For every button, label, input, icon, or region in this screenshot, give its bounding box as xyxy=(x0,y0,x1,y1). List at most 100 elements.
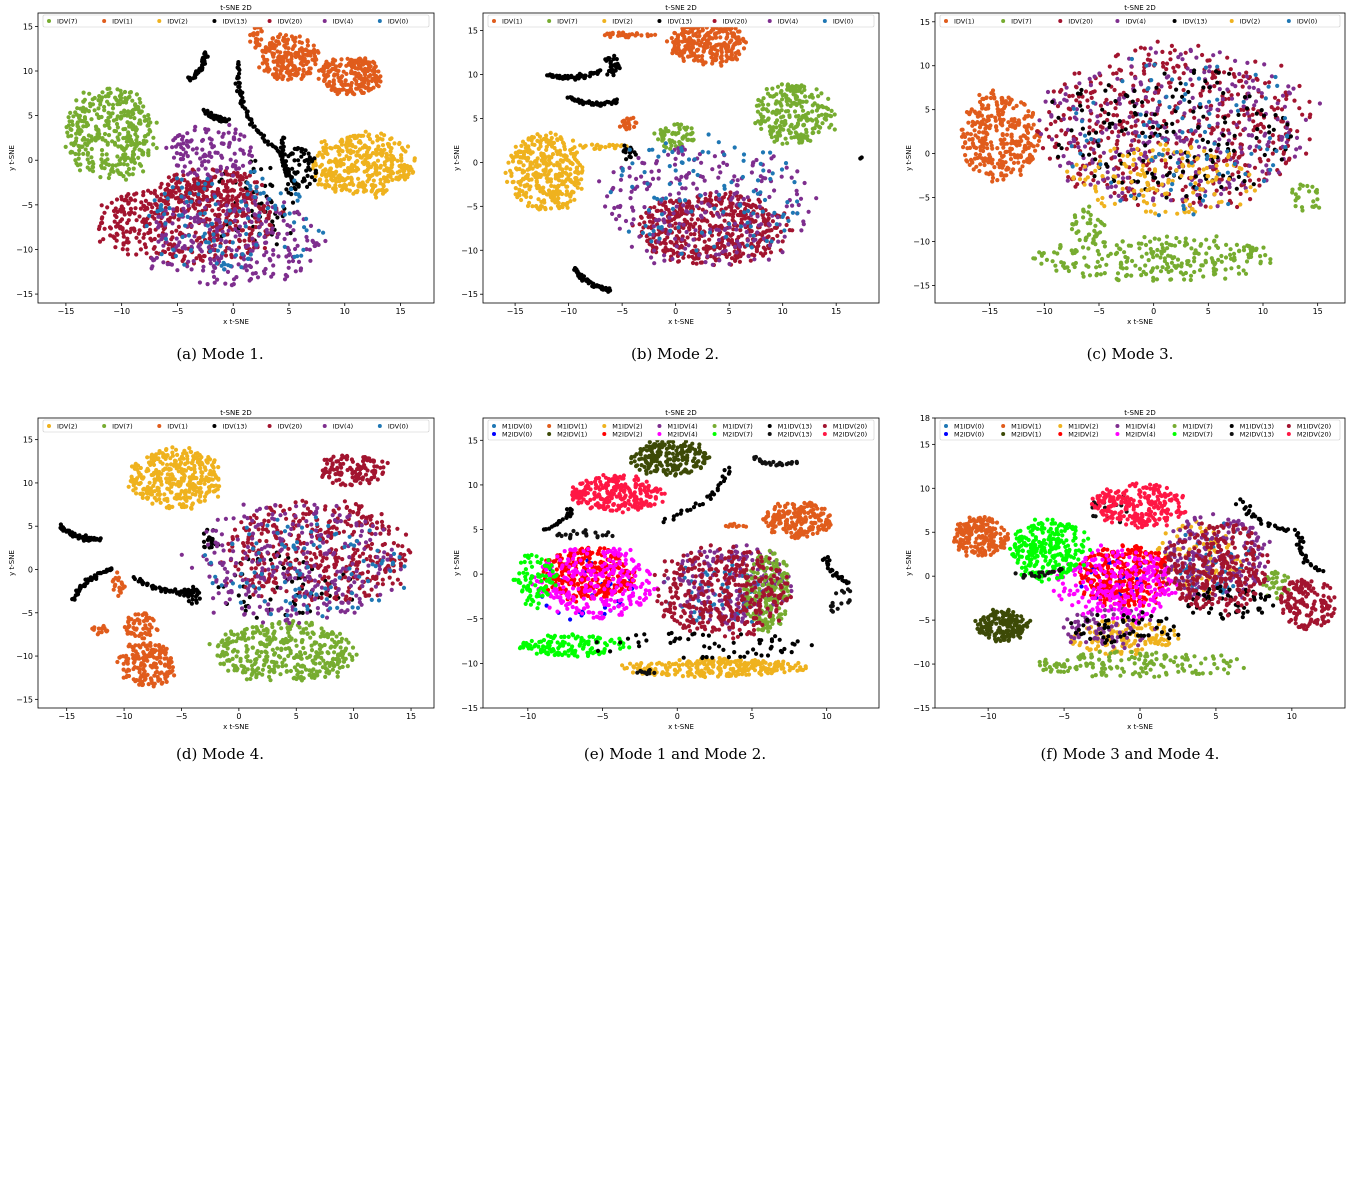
data-point xyxy=(108,233,112,237)
data-point xyxy=(233,164,237,168)
data-point xyxy=(140,220,144,224)
data-point xyxy=(624,157,628,161)
data-point xyxy=(521,140,525,144)
data-point xyxy=(138,240,142,244)
data-point xyxy=(255,185,259,189)
data-point xyxy=(203,206,207,210)
panel-caption: (b) Mode 2. xyxy=(455,345,895,363)
data-point xyxy=(138,97,142,101)
data-point xyxy=(307,152,311,156)
data-point xyxy=(700,58,704,62)
data-point xyxy=(257,214,261,218)
data-point xyxy=(677,222,681,226)
y-tick-label: 5 xyxy=(473,114,478,123)
data-point xyxy=(326,172,330,176)
data-point xyxy=(724,54,728,58)
data-point xyxy=(284,46,288,50)
data-point xyxy=(270,219,274,223)
y-tick-label: 10 xyxy=(468,71,478,80)
data-point xyxy=(112,209,116,213)
data-point xyxy=(132,157,136,161)
data-point xyxy=(717,140,721,144)
data-point xyxy=(345,148,349,152)
data-point xyxy=(82,136,86,140)
data-point xyxy=(161,199,165,203)
data-point xyxy=(323,239,327,243)
data-point xyxy=(332,72,336,76)
data-point xyxy=(234,234,238,238)
data-point xyxy=(645,182,649,186)
data-point xyxy=(275,235,279,239)
data-point xyxy=(217,218,221,222)
data-point xyxy=(113,220,117,224)
data-point xyxy=(715,242,719,246)
data-point xyxy=(175,185,179,189)
data-point xyxy=(708,223,712,227)
data-point xyxy=(271,37,275,41)
data-point xyxy=(183,164,187,168)
data-point xyxy=(603,33,607,37)
data-point xyxy=(758,204,762,208)
data-point xyxy=(790,204,794,208)
data-point xyxy=(246,257,250,261)
data-point xyxy=(200,148,204,152)
data-point xyxy=(691,261,695,265)
data-point xyxy=(751,161,755,165)
data-point xyxy=(262,210,266,214)
data-point xyxy=(294,73,298,77)
data-point xyxy=(820,121,824,125)
data-point xyxy=(784,137,788,141)
y-tick-label: 0 xyxy=(473,158,478,167)
data-point xyxy=(79,129,83,133)
data-point xyxy=(291,228,295,232)
data-point xyxy=(125,247,129,251)
data-point xyxy=(371,140,375,144)
data-point xyxy=(610,212,614,216)
data-point xyxy=(571,139,575,143)
data-point xyxy=(665,248,669,252)
data-point xyxy=(618,227,622,231)
data-point xyxy=(791,92,795,96)
data-point xyxy=(379,148,383,152)
data-point xyxy=(652,196,656,200)
data-point xyxy=(206,282,210,286)
data-point xyxy=(627,155,631,159)
data-point xyxy=(668,182,672,186)
data-point xyxy=(409,167,413,171)
data-point xyxy=(733,145,737,149)
data-point xyxy=(106,143,110,147)
data-point xyxy=(189,200,193,204)
data-point xyxy=(649,239,653,243)
data-point xyxy=(565,185,569,189)
data-point xyxy=(100,215,104,219)
data-point xyxy=(66,134,70,138)
data-point xyxy=(609,190,613,194)
data-point xyxy=(160,208,164,212)
data-point xyxy=(208,151,212,155)
data-point xyxy=(677,126,681,130)
data-point xyxy=(366,67,370,71)
data-point xyxy=(523,184,527,188)
data-point xyxy=(535,163,539,167)
data-point xyxy=(552,163,556,167)
data-point xyxy=(379,132,383,136)
data-point xyxy=(65,131,69,135)
data-point xyxy=(224,219,228,223)
data-point xyxy=(330,67,334,71)
data-point xyxy=(225,166,229,170)
data-point xyxy=(614,217,618,221)
data-point xyxy=(703,260,707,264)
legend-marker xyxy=(768,19,772,23)
data-point xyxy=(639,215,643,219)
data-point xyxy=(126,192,130,196)
data-point xyxy=(815,87,819,91)
y-tick-label: −15 xyxy=(461,290,478,299)
data-point xyxy=(378,181,382,185)
data-point xyxy=(259,29,263,33)
data-point xyxy=(117,172,121,176)
data-point xyxy=(678,182,682,186)
data-point xyxy=(785,223,789,227)
y-tick-label: 15 xyxy=(23,22,33,31)
data-point xyxy=(399,174,403,178)
data-point xyxy=(539,153,543,157)
